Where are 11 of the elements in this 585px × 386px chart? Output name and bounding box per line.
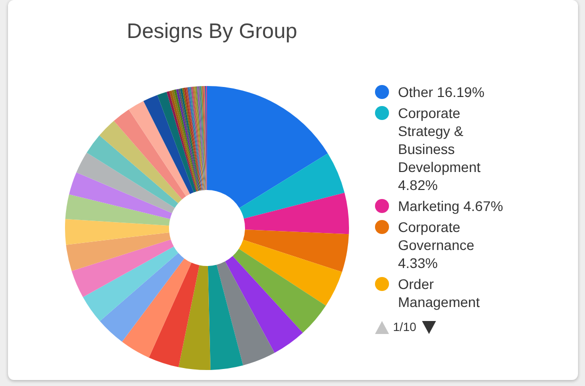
legend-label: Corporate Strategy & Business Development: [398, 105, 480, 175]
chart-title: Designs By Group: [126, 20, 298, 43]
data-label: 4.82%: [398, 177, 438, 193]
legend-label: Order Management: [398, 275, 481, 311]
text: 1/10: [393, 320, 416, 334]
data-label: 16.19%: [436, 84, 484, 100]
data-label: 4.67%: [463, 198, 504, 214]
legend-label: Corporate Governance: [398, 219, 474, 253]
data-label: 4.33%: [398, 255, 438, 271]
legend-label: Other: [398, 84, 434, 100]
legend-label: Marketing: [398, 198, 460, 214]
